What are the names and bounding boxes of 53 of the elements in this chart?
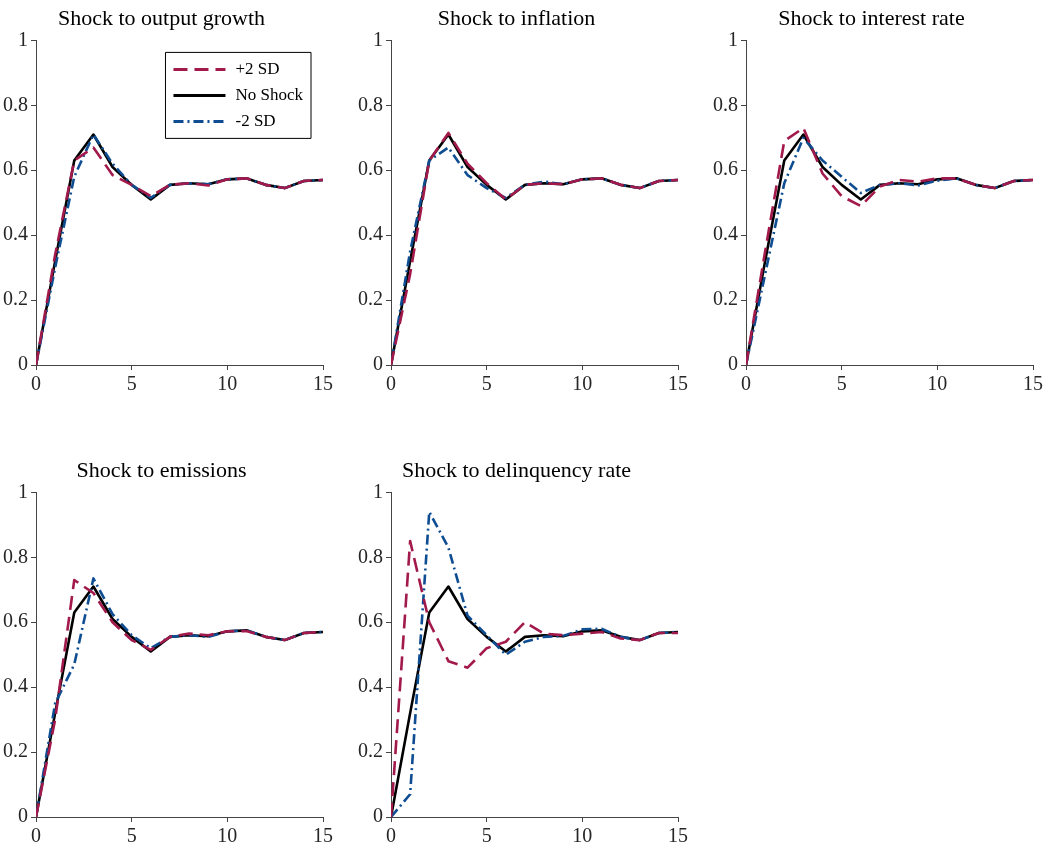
y-tick-label: 0.6 [358,609,383,632]
x-tick-label: 5 [126,824,137,847]
chart-title: Shock to output growth [57,4,266,30]
x-tick-label: 5 [481,372,492,395]
y-tick-label: 0 [18,352,28,375]
y-tick-label: 0.2 [713,287,738,310]
y-tick-label: 0 [373,804,383,827]
y-tick-label: 0.8 [358,544,383,567]
legend-label: -2 SD [235,110,276,130]
y-tick-label: 0.4 [358,222,383,245]
x-tick-label: 10 [217,824,238,847]
legend-label: +2 SD [235,58,280,78]
chart-title: Shock to delinquency rate [401,456,632,482]
x-tick-label: 15 [313,824,333,847]
y-tick-label: 1 [18,479,28,502]
x-tick-label: 5 [836,372,847,395]
x-tick-label: 15 [1023,372,1043,395]
x-tick-label: 5 [481,824,492,847]
y-tick-label: 0.8 [713,92,738,115]
y-tick-label: 0.2 [358,739,383,762]
x-tick-label: 15 [668,372,688,395]
x-tick-label: 10 [927,372,948,395]
y-tick-label: 0.4 [358,674,383,697]
y-tick-label: 0.6 [3,157,28,180]
y-tick-label: 0.4 [3,674,28,697]
y-tick-label: 0.8 [3,92,28,115]
chart-title: Shock to emissions [76,456,247,482]
x-tick-label: 10 [217,372,238,395]
y-tick-label: 0.8 [358,92,383,115]
y-tick-label: 1 [373,27,383,50]
y-tick-label: 0 [373,352,383,375]
x-tick-label: 10 [572,372,593,395]
x-tick-label: 15 [668,824,688,847]
y-tick-label: 0.2 [3,739,28,762]
x-tick-label: 5 [126,372,137,395]
y-tick-label: 0.8 [3,544,28,567]
chart-title: Shock to inflation [437,4,596,30]
y-tick-label: 0.4 [3,222,28,245]
y-tick-label: 1 [18,27,28,50]
y-tick-label: 1 [728,27,738,50]
legend-label: No Shock [235,84,304,104]
y-tick-label: 0.6 [713,157,738,180]
y-tick-label: 1 [373,479,383,502]
y-tick-label: 0.2 [358,287,383,310]
y-tick-label: 0 [728,352,738,375]
x-tick-label: 15 [313,372,333,395]
y-tick-label: 0.2 [3,287,28,310]
y-tick-label: 0.6 [3,609,28,632]
x-tick-label: 10 [572,824,593,847]
y-tick-label: 0.4 [713,222,738,245]
chart-title: Shock to interest rate [778,4,965,30]
y-tick-label: 0 [18,804,28,827]
y-tick-label: 0.6 [358,157,383,180]
